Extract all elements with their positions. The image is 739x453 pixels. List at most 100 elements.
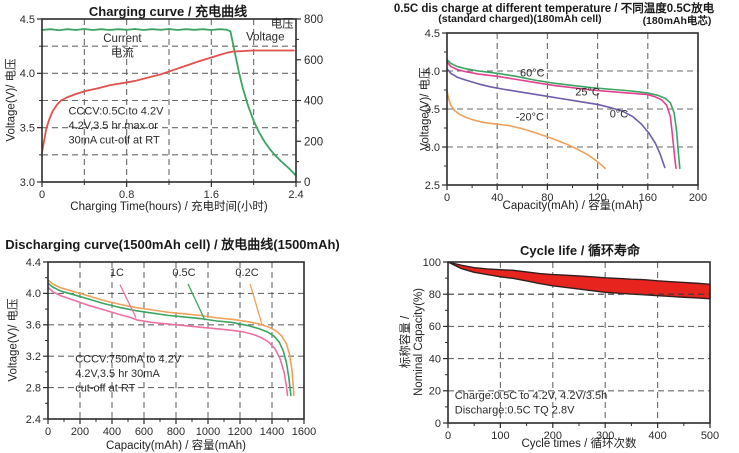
x-tick-label: 160 bbox=[639, 192, 657, 204]
cycle-life-title: Cycle life / 循环寿命 bbox=[520, 243, 640, 258]
x-tick-label: 0 bbox=[445, 430, 451, 442]
y-tick-label: 0 bbox=[435, 418, 441, 430]
x-tick-label: 2.4 bbox=[288, 189, 303, 201]
x-tick-label: 120 bbox=[588, 192, 606, 204]
y-tick-label: 3.6 bbox=[26, 320, 41, 332]
curve-label: -20°C bbox=[516, 111, 544, 123]
x-tick-label: 500 bbox=[701, 430, 719, 442]
x-tick-label: 80 bbox=[541, 192, 553, 204]
y-tick-label: 2.8 bbox=[26, 382, 41, 394]
y2-tick-label: 800 bbox=[304, 14, 323, 26]
curve-label: 1C bbox=[110, 267, 124, 279]
x-tick-label: 0 bbox=[45, 426, 51, 438]
curve-label: 60°C bbox=[520, 67, 545, 79]
curve-label: 电压 bbox=[271, 18, 294, 31]
y2-tick-label: 400 bbox=[304, 96, 323, 108]
y-tick-label: 2.5 bbox=[425, 180, 440, 192]
capacity-band bbox=[447, 261, 711, 300]
panel-charging-curve: Charging curve / 充电曲线 Voltage(V)/ 电压 Cur… bbox=[0, 0, 369, 230]
charging-curve-x-axis-label: Charging Time(hours) / 充电时间(小时) bbox=[70, 201, 268, 213]
x-tick-label: 1.6 bbox=[204, 189, 219, 201]
y-tick-label: 3.2 bbox=[26, 351, 41, 363]
y2-tick-label: 200 bbox=[304, 136, 323, 148]
x-tick-label: 300 bbox=[596, 430, 614, 442]
annotation-line: CCCV:0.5C to 4.2V bbox=[68, 106, 164, 118]
discharging-curve-x-axis-label: Capacity(mAh) / 容量(mAh) bbox=[106, 440, 246, 452]
x-tick-label: 100 bbox=[491, 430, 509, 442]
y-tick-label: 4.5 bbox=[425, 28, 440, 40]
panel-discharging-curve: Discharging curve(1500mAh cell) / 放电曲线(1… bbox=[0, 230, 369, 453]
y-tick-label: 4.0 bbox=[26, 288, 41, 300]
curve-label: Current bbox=[103, 33, 142, 45]
curve-label: 25°C bbox=[575, 86, 600, 98]
y-tick-label: 4.4 bbox=[26, 257, 41, 269]
y-tick-label: 3.5 bbox=[425, 104, 440, 116]
x-tick-label: 0 bbox=[39, 189, 45, 201]
y-tick-label: 20 bbox=[429, 386, 441, 398]
curve-label: 0.2C bbox=[235, 267, 258, 279]
y-tick-label: 80 bbox=[429, 289, 441, 301]
y-tick-label: 3.0 bbox=[20, 177, 35, 189]
x-tick-label: 200 bbox=[71, 426, 89, 438]
y-tick-label: 2.4 bbox=[26, 414, 41, 426]
x-tick-label: 800 bbox=[167, 426, 185, 438]
curve-label: 电流 bbox=[111, 45, 134, 59]
y-tick-label: 3.5 bbox=[20, 122, 35, 134]
series-25C bbox=[446, 61, 677, 170]
leader-line bbox=[119, 284, 137, 319]
y2-tick-label: 600 bbox=[304, 55, 323, 67]
series-Current bbox=[41, 28, 296, 176]
x-tick-label: 1400 bbox=[260, 426, 284, 438]
leader-line bbox=[249, 283, 263, 325]
x-tick-label: 200 bbox=[544, 430, 562, 442]
series-1C bbox=[47, 286, 289, 397]
curve-label: Voltage bbox=[246, 32, 284, 44]
leader-line bbox=[187, 283, 206, 321]
panel-cycle-life: Cycle life / 循环寿命 标称容量 / Nominal Capacit… bbox=[369, 230, 739, 453]
series-0.2C bbox=[47, 279, 295, 397]
cycle-life-x-axis-label: Cycle times / 循环次数 bbox=[521, 438, 637, 450]
series-Voltage bbox=[41, 49, 295, 154]
x-tick-label: 40 bbox=[491, 192, 503, 204]
annotation-line: cut-off at RT bbox=[75, 382, 135, 394]
discharging-curve-chart: 1C 0.5C 0.2C CCCV:750mA to 4.2V 4.2V,3.5 hr … bbox=[26, 257, 317, 438]
panel-discharge-temperature: 0.5C dis charge at different temperature… bbox=[369, 0, 739, 230]
y2-tick-label: 0 bbox=[304, 177, 310, 189]
discharge-temperature-x-axis-label: Capacity(mAh) / 容量(mAh) bbox=[502, 200, 643, 212]
annotation-line: 4.2V,3.5 hr max or bbox=[68, 120, 158, 132]
x-tick-label: 200 bbox=[689, 192, 707, 204]
y-tick-label: 4.0 bbox=[425, 66, 440, 78]
x-tick-label: 0 bbox=[444, 192, 450, 204]
y-tick-label: 3.0 bbox=[425, 142, 440, 154]
y-tick-label: 60 bbox=[429, 321, 441, 333]
x-tick-label: 1600 bbox=[292, 426, 316, 438]
curve-label: 0.5C bbox=[172, 267, 195, 279]
series-0.5C bbox=[47, 282, 292, 397]
charging-curve-title: Charging curve / 充电曲线 bbox=[88, 4, 248, 19]
discharge-temperature-subtitle-right: (180mAh电芯) bbox=[642, 15, 712, 27]
series-0C bbox=[446, 67, 666, 169]
x-tick-label: 1000 bbox=[196, 426, 220, 438]
annotation-line: 4.2V,3.5 hr 30mA bbox=[75, 368, 160, 380]
series-60C bbox=[446, 58, 681, 170]
x-tick-label: 400 bbox=[103, 426, 121, 438]
cycle-life-chart: Charge:0.5C to 4.2V, 4.2V/3.5h Discharge:… bbox=[423, 257, 720, 442]
y-tick-label: 40 bbox=[429, 353, 441, 365]
y-tick-label: 4.0 bbox=[20, 68, 35, 80]
y-tick-label: 100 bbox=[423, 257, 441, 269]
annotation-line: CCCV:750mA to 4.2V bbox=[75, 353, 182, 365]
discharge-temperature-title: 0.5C dis charge at different temperature… bbox=[393, 3, 715, 15]
discharging-curve-title: Discharging curve(1500mAh cell) / 放电曲线(1… bbox=[5, 237, 340, 252]
x-tick-label: 1200 bbox=[228, 426, 252, 438]
annotation-line: Discharge:0.5C TQ 2.8V bbox=[455, 404, 575, 416]
discharge-temperature-subtitle-left: (standard charged)(180mAh cell) bbox=[438, 13, 602, 25]
discharge-temperature-chart: 60°C 25°C 0°C -20°C 0 40 80 120 160 200 2.5 3.0 3.5 4… bbox=[425, 28, 707, 204]
curve-label: 0°C bbox=[610, 108, 629, 120]
x-tick-label: 600 bbox=[135, 426, 153, 438]
x-tick-label: 400 bbox=[648, 430, 666, 442]
series--20C bbox=[446, 89, 606, 170]
x-tick-label: 0.8 bbox=[119, 189, 134, 201]
y-tick-label: 4.5 bbox=[20, 14, 35, 26]
